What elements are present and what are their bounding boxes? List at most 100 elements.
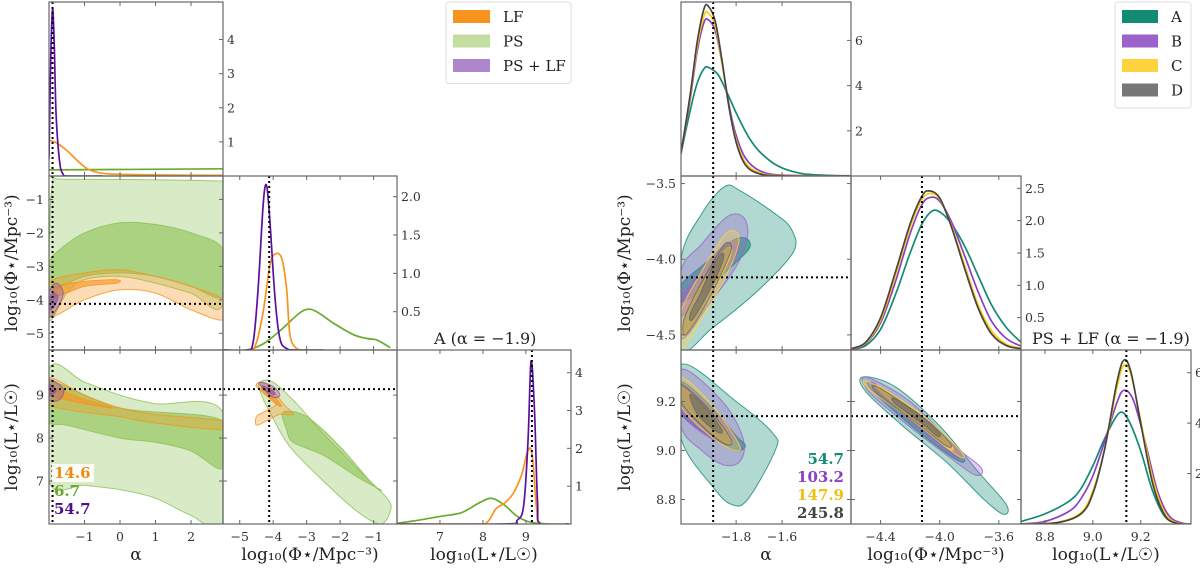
density-tick-label: 1.5 bbox=[401, 228, 421, 243]
evidence-value: 103.2 bbox=[797, 468, 844, 486]
y-axis-label: log₁₀(L⋆/L☉) bbox=[2, 383, 22, 491]
ps-lf-posterior-curve bbox=[49, 7, 103, 176]
y-axis-label: log₁₀(Φ⋆/Mpc⁻³) bbox=[615, 194, 635, 331]
density-tick-label: 4 bbox=[855, 78, 863, 93]
evidence-value: 245.8 bbox=[797, 504, 844, 522]
plot-area bbox=[223, 176, 391, 350]
x-axis-label: α bbox=[760, 545, 772, 565]
density-tick-label: 6 bbox=[855, 33, 863, 48]
a-posterior-curve bbox=[681, 65, 851, 176]
d-contour-inner bbox=[689, 393, 724, 434]
y-tick-label: 8.8 bbox=[656, 492, 676, 507]
legend-frame bbox=[1114, 1, 1192, 109]
legend-label: PS + LF bbox=[503, 57, 566, 75]
y-tick-label: −2 bbox=[26, 225, 44, 240]
legend-label: D bbox=[1171, 82, 1183, 100]
panel-annotation: PS + LF (α = −1.9) bbox=[1032, 329, 1190, 348]
density-tick-label: 3 bbox=[575, 403, 583, 418]
evidence-value: 14.6 bbox=[54, 464, 91, 482]
x-tick-label: −3 bbox=[297, 529, 315, 544]
marginal-panel-1: 0.5 1.0 1.5 2.0 bbox=[222, 175, 421, 351]
plot-area bbox=[49, 2, 223, 176]
y-tick-label: 8 bbox=[36, 431, 44, 446]
marginal-panel-2: 8.8 9.0 9.2 2 4 6 bbox=[1020, 349, 1200, 544]
y-tick-label: −4 bbox=[26, 292, 44, 307]
panel-frame bbox=[1020, 349, 1192, 525]
d-contour-inner bbox=[689, 252, 725, 322]
panel-frame bbox=[680, 1, 852, 177]
y-tick-label: −3.5 bbox=[646, 176, 676, 191]
density-tick-label: 2 bbox=[227, 100, 235, 115]
x-tick-label: 7 bbox=[436, 529, 444, 544]
x-tick-label: −3.6 bbox=[984, 529, 1014, 544]
x-tick-label: −4.0 bbox=[925, 529, 955, 544]
a-posterior-curve bbox=[851, 209, 1021, 350]
density-tick-label: 6 bbox=[1195, 365, 1200, 380]
plot-area bbox=[851, 350, 1021, 524]
x-axis-label: log₁₀(Φ⋆/Mpc⁻³) bbox=[867, 545, 1004, 565]
b-posterior-curve bbox=[851, 196, 1021, 350]
panel-frame bbox=[222, 175, 398, 351]
legend-item-lf: LF bbox=[453, 8, 523, 26]
plot-area bbox=[1021, 350, 1191, 524]
x-tick-label: 9 bbox=[522, 529, 530, 544]
ps-posterior-curve bbox=[223, 308, 391, 350]
legend-label: A bbox=[1170, 8, 1182, 26]
x-tick-label: −4 bbox=[264, 529, 282, 544]
y-axis-label: log₁₀(Φ⋆/Mpc⁻³) bbox=[2, 194, 22, 331]
x-axis-label: log₁₀(Φ⋆/Mpc⁻³) bbox=[241, 545, 378, 565]
x-axis-label: α bbox=[130, 545, 142, 565]
joint-panel-0-1: −5 −4 −3 −2 −1 bbox=[26, 175, 224, 351]
legend-swatch bbox=[453, 59, 490, 72]
c-posterior-curve bbox=[851, 192, 1021, 350]
density-tick-label: 4 bbox=[575, 365, 583, 380]
x-tick-label: 8.8 bbox=[1035, 529, 1055, 544]
x-tick-label: 8 bbox=[479, 529, 487, 544]
legend-item-a: A bbox=[1122, 8, 1182, 26]
legend-swatch bbox=[1122, 10, 1158, 23]
evidence-values: 14.66.754.7 bbox=[52, 464, 94, 518]
x-tick-label: 2 bbox=[187, 529, 195, 544]
density-tick-label: 1.0 bbox=[1025, 278, 1045, 293]
density-tick-label: 1 bbox=[227, 134, 235, 149]
legend-swatch bbox=[453, 10, 490, 23]
density-tick-label: 0.5 bbox=[1025, 310, 1045, 325]
density-tick-label: 1.0 bbox=[401, 266, 421, 281]
joint-panel-1-2: −5 −4 −3 −2 −1 bbox=[222, 349, 398, 544]
d-posterior-curve bbox=[1021, 358, 1191, 524]
legend-label: PS bbox=[503, 33, 523, 51]
density-tick-label: 1.5 bbox=[1025, 245, 1045, 260]
y-tick-label: −3 bbox=[26, 259, 44, 274]
ps-contour-inner bbox=[281, 410, 382, 492]
legend-swatch bbox=[1122, 59, 1158, 72]
legend-label: C bbox=[1171, 57, 1182, 75]
corner-plot-priors: 2 4 6 −4.5 −4.0 −3.5 0.5 1.0 1.5 2.0 2.5 −1.8 −1.6 8.… bbox=[615, 1, 1200, 565]
panel-frame bbox=[396, 349, 572, 525]
ps-lf-posterior-curve bbox=[223, 183, 324, 350]
d-posterior-curve bbox=[851, 189, 1021, 350]
density-tick-label: 2.0 bbox=[401, 189, 421, 204]
legend-item-d: D bbox=[1122, 82, 1183, 100]
legend-item-b: B bbox=[1122, 33, 1182, 51]
y-tick-label: −4.0 bbox=[646, 252, 676, 267]
x-tick-label: −5 bbox=[231, 529, 249, 544]
legend-label: LF bbox=[503, 8, 523, 26]
evidence-value: 6.7 bbox=[54, 482, 80, 500]
density-tick-label: 2.5 bbox=[1025, 181, 1045, 196]
x-tick-label: −1.8 bbox=[721, 529, 751, 544]
marginal-panel-2: 7 8 9 1 2 3 4 bbox=[396, 349, 583, 544]
a-posterior-curve bbox=[1021, 411, 1191, 524]
b-posterior-curve bbox=[1021, 389, 1191, 524]
y-axis-label: log₁₀(L⋆/L☉) bbox=[615, 383, 635, 491]
y-tick-label: −5 bbox=[26, 326, 44, 341]
legend-swatch bbox=[453, 34, 490, 48]
legend-item-ps: PS bbox=[453, 33, 523, 51]
x-axis-label: log₁₀(L⋆/L☉) bbox=[430, 545, 538, 565]
x-tick-label: 0 bbox=[116, 529, 124, 544]
plot-area bbox=[851, 176, 1021, 350]
lf-contour-inner bbox=[52, 279, 121, 298]
d-posterior-curve bbox=[681, 3, 851, 176]
legend-item-c: C bbox=[1122, 57, 1182, 75]
